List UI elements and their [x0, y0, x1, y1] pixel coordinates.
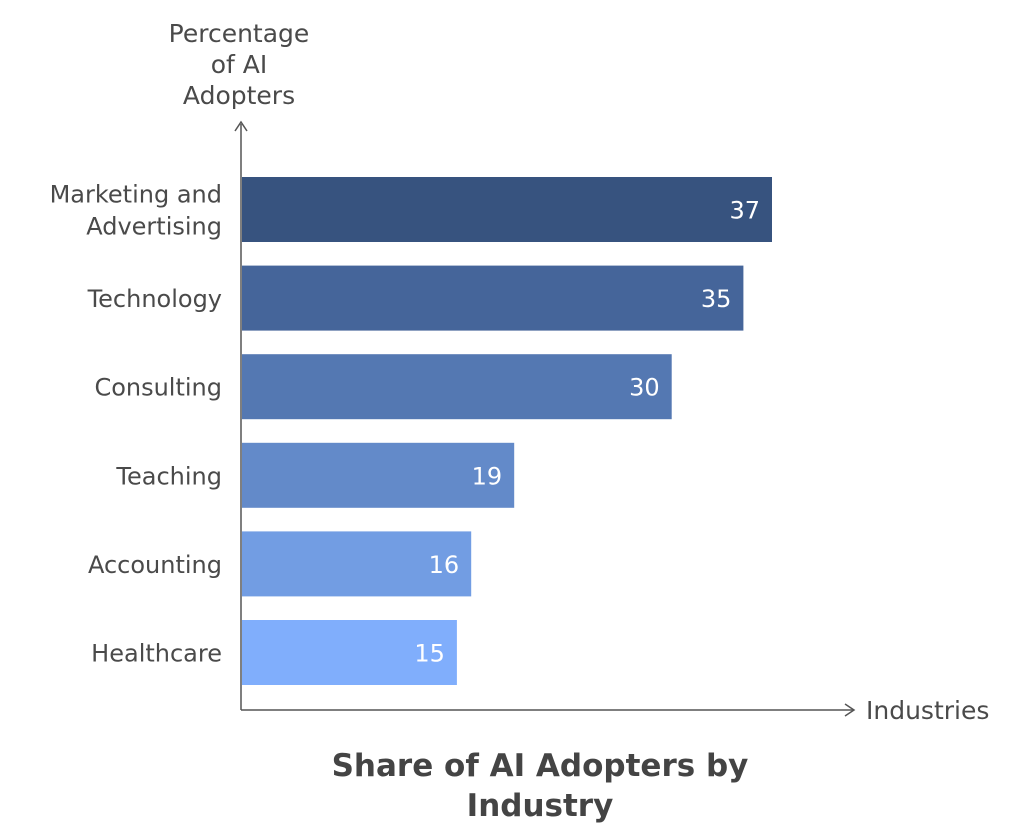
bar [242, 442, 515, 508]
category-label: Healthcare [91, 640, 222, 668]
chart-title: Share of AI Adopters by Industry [332, 748, 749, 824]
y-axis-title-line: Percentage [169, 19, 310, 48]
chart-title-line: Industry [467, 788, 614, 824]
y-axis-arrow-icon [234, 120, 248, 132]
category-label: Technology [87, 285, 222, 313]
bar [242, 354, 672, 420]
category-label: Accounting [88, 551, 222, 579]
category-label: Teaching [115, 462, 222, 490]
category-label: Advertising [86, 213, 222, 241]
x-axis-arrow-icon [844, 703, 856, 717]
bar [242, 177, 772, 242]
bars-group: 37 35 30 19 16 15 [242, 177, 772, 685]
bar [242, 531, 472, 597]
data-label: 37 [729, 197, 760, 225]
data-label: 35 [701, 285, 732, 313]
y-axis-title-line: Adopters [183, 81, 295, 110]
data-label: 15 [414, 640, 445, 668]
data-label: 30 [629, 374, 660, 402]
data-label: 19 [472, 462, 503, 490]
chart-title-line: Share of AI Adopters by [332, 748, 749, 784]
y-axis-title-line: of AI [211, 50, 268, 79]
bar [242, 265, 744, 331]
data-label: 16 [429, 551, 460, 579]
category-label: Marketing and [50, 181, 222, 209]
category-labels: Marketing and Advertising Technology Consul… [50, 181, 222, 668]
bar [242, 620, 457, 685]
x-axis-title: Industries [866, 696, 989, 725]
category-label: Consulting [94, 374, 222, 402]
